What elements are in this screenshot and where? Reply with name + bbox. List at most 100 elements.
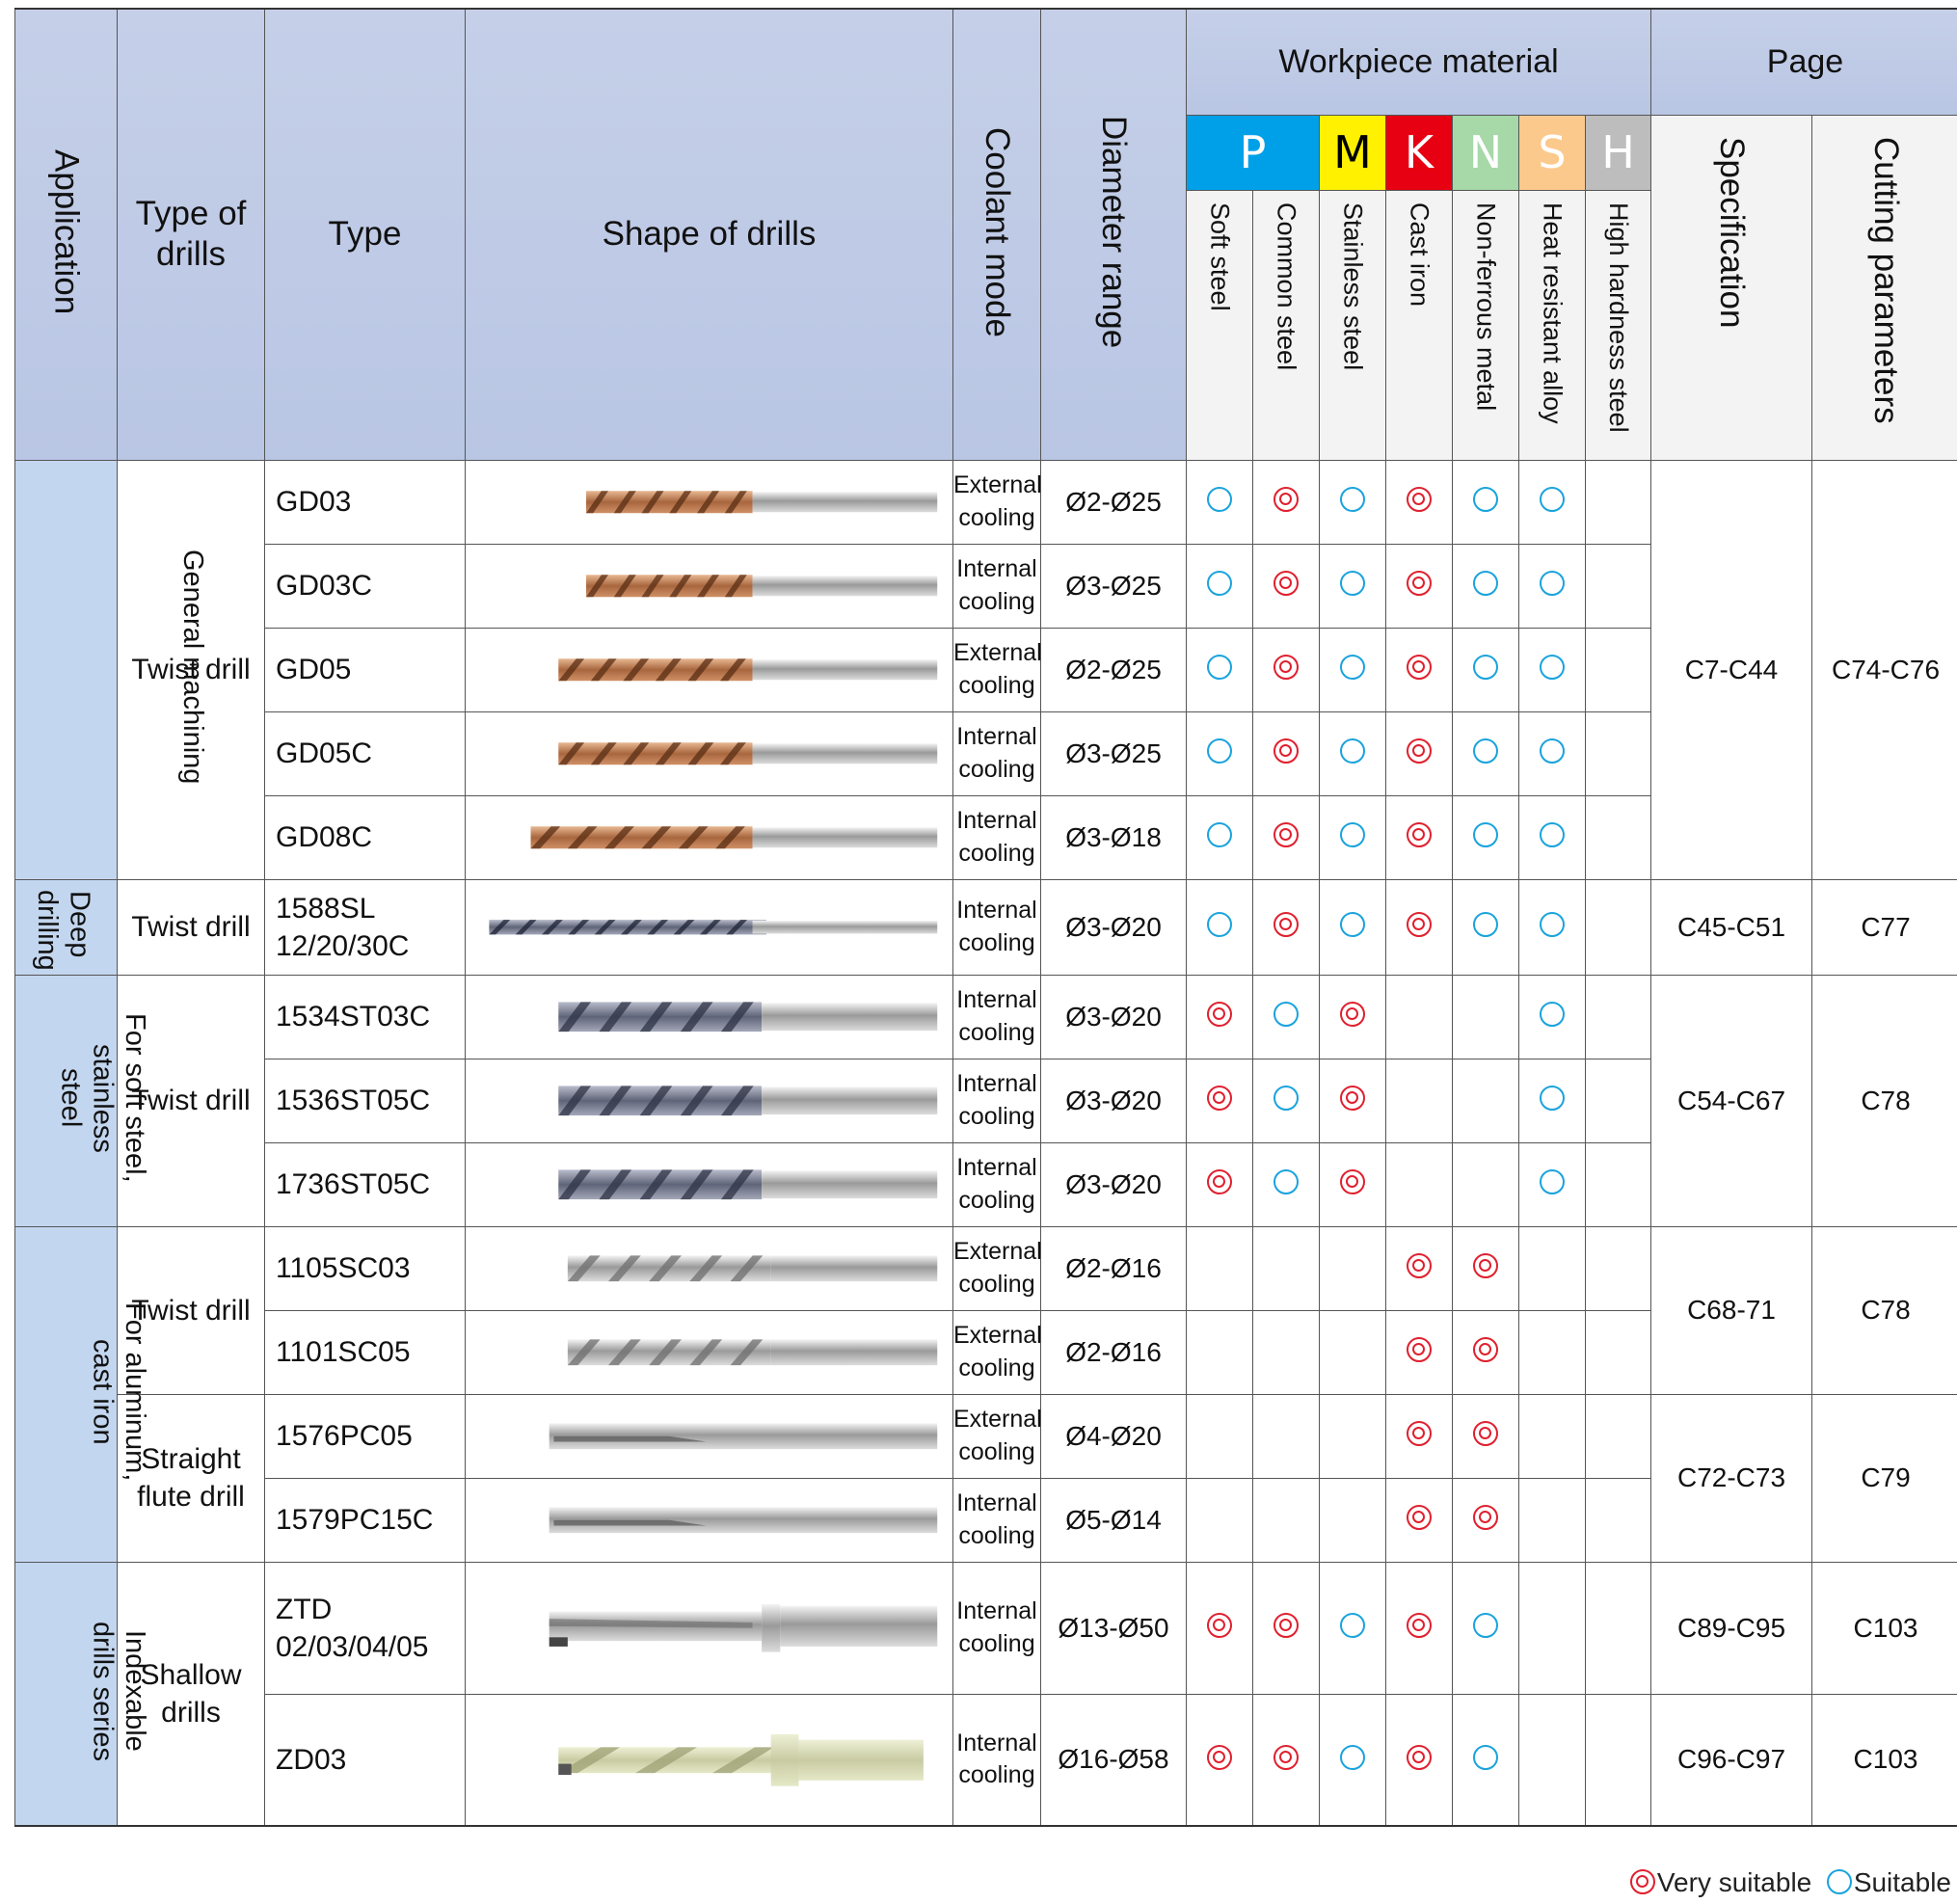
cutting-parameters-page[interactable]: C103: [1811, 1561, 1957, 1695]
drill-type-label: 1536ST05C: [276, 1085, 431, 1116]
drill-type[interactable]: GD03C: [264, 543, 466, 629]
suitability-cell: [1252, 1058, 1320, 1143]
coolant-line-1: Internal: [956, 806, 1037, 834]
suitability-cell: [1385, 878, 1453, 976]
suitability-cell: [1186, 1477, 1253, 1563]
drill-type[interactable]: 1101SC05: [264, 1309, 466, 1395]
suitability-cell: [1319, 1309, 1386, 1395]
suitability-cell: [1319, 974, 1386, 1059]
suitable-icon: [1473, 1744, 1498, 1770]
coolant-line-1: Internal: [956, 1488, 1037, 1516]
cutting-parameters-page[interactable]: C74-C76: [1811, 459, 1957, 880]
specification-page[interactable]: C7-C44: [1650, 459, 1812, 880]
suitability-cell: [1186, 711, 1253, 796]
header-type: Type: [264, 8, 466, 461]
diameter-range: Ø4-Ø20: [1040, 1393, 1187, 1479]
specification-page[interactable]: C89-C95: [1650, 1561, 1812, 1695]
drill-type[interactable]: GD05: [264, 627, 466, 712]
suitability-cell: [1319, 711, 1386, 796]
specification-page[interactable]: C54-C67: [1650, 974, 1812, 1227]
suitability-cell: [1385, 1058, 1453, 1143]
suitability-cell: [1186, 1225, 1253, 1311]
material-soft-steel: Soft steel: [1186, 189, 1253, 461]
coolant-line-2: cooling: [958, 1437, 1035, 1465]
very-suitable-icon: [1207, 1744, 1232, 1770]
coolant-line-2: cooling: [958, 928, 1035, 956]
drill-selection-table: Application Type of drills Type Shape of…: [14, 8, 1957, 1827]
suitability-cell: [1452, 974, 1519, 1059]
suitability-cell: [1452, 794, 1519, 880]
drill-type[interactable]: 1534ST03C: [264, 974, 466, 1059]
suitability-cell: [1385, 1309, 1453, 1395]
drill-shape-image: [465, 1225, 953, 1311]
cutting-parameters-page[interactable]: C78: [1811, 1225, 1957, 1395]
drill-type[interactable]: GD03: [264, 459, 466, 545]
application-label: For soft steel, stainless steel: [55, 1013, 150, 1183]
drill-type[interactable]: GD05C: [264, 711, 466, 796]
suitable-icon: [1207, 738, 1232, 764]
suitable-icon: [1540, 487, 1565, 512]
material-badge-m: M: [1319, 114, 1386, 191]
diameter-range: Ø2-Ø16: [1040, 1309, 1187, 1395]
coolant-mode: External cooling: [952, 1225, 1042, 1311]
drill-shape-image: [465, 1141, 953, 1227]
very-suitable-icon: [1407, 1253, 1432, 1278]
specification-page[interactable]: C96-C97: [1650, 1693, 1812, 1827]
drill-type[interactable]: 1105SC03: [264, 1225, 466, 1311]
suitability-cell: [1186, 1141, 1253, 1227]
drill-type[interactable]: 1588SL 12/20/30C: [264, 878, 466, 976]
suitable-icon: [1207, 655, 1232, 680]
suitability-cell: [1319, 1693, 1386, 1827]
specification-page[interactable]: C72-C73: [1650, 1393, 1812, 1563]
very-suitable-icon: [1273, 655, 1299, 680]
drill-shape-image: [465, 1561, 953, 1695]
suitability-cell: [1385, 711, 1453, 796]
drill-type-label: 1736ST05C: [276, 1168, 431, 1200]
drill-type[interactable]: 1736ST05C: [264, 1141, 466, 1227]
very-suitable-icon: [1273, 822, 1299, 847]
suitability-cell: [1585, 711, 1651, 796]
specification-page[interactable]: C68-71: [1650, 1225, 1812, 1395]
drill-type-label: 1534ST03C: [276, 1001, 431, 1032]
suitable-icon: [1540, 912, 1565, 937]
suitability-cell: [1186, 1561, 1253, 1695]
suitability-cell: [1585, 1393, 1651, 1479]
drill-type-label: GD05C: [276, 737, 373, 769]
drill-type[interactable]: ZTD 02/03/04/05: [264, 1561, 466, 1695]
very-suitable-icon: [1407, 487, 1432, 512]
suitability-cell: [1452, 1141, 1519, 1227]
diameter-range: Ø3-Ø20: [1040, 1058, 1187, 1143]
coolant-line-2: cooling: [958, 1354, 1035, 1381]
header-page: Page: [1650, 8, 1957, 116]
suitability-cell: [1319, 794, 1386, 880]
cutting-parameters-page[interactable]: C77: [1811, 878, 1957, 976]
material-non-ferrous-metal: Non-ferrous metal: [1452, 189, 1519, 461]
diameter-range: Ø3-Ø20: [1040, 1141, 1187, 1227]
drill-type[interactable]: 1579PC15C: [264, 1477, 466, 1563]
drill-type-label: 1579PC15C: [276, 1504, 434, 1536]
suitability-cell: [1452, 459, 1519, 545]
application-label: Deep drilling: [32, 890, 95, 971]
suitability-cell: [1518, 1693, 1586, 1827]
very-suitable-icon: [1273, 912, 1299, 937]
cutting-parameters-page[interactable]: C103: [1811, 1693, 1957, 1827]
suitability-cell: [1585, 974, 1651, 1059]
suitability-cell: [1518, 711, 1586, 796]
drill-type[interactable]: 1536ST05C: [264, 1058, 466, 1143]
very-suitable-icon: [1629, 1869, 1655, 1894]
suitability-cell: [1319, 1561, 1386, 1695]
specification-page[interactable]: C45-C51: [1650, 878, 1812, 976]
drill-type[interactable]: ZD03: [264, 1693, 466, 1827]
drill-type[interactable]: GD08C: [264, 794, 466, 880]
cutting-parameters-page[interactable]: C79: [1811, 1393, 1957, 1563]
table-row: For soft steel, stainless steel Twist dri…: [14, 974, 1957, 1227]
table-row: GD08C Internal cooling Ø3-Ø18: [15, 794, 1957, 880]
suitable-icon: [1826, 1869, 1852, 1894]
drill-type[interactable]: 1576PC05: [264, 1393, 466, 1479]
cutting-parameters-page[interactable]: C78: [1811, 974, 1957, 1227]
suitability-cell: [1585, 1693, 1651, 1827]
suitability-cell: [1319, 1225, 1386, 1311]
diameter-range: Ø16-Ø58: [1040, 1693, 1187, 1827]
drill-shape-image: [465, 711, 953, 796]
suitable-icon: [1340, 1744, 1365, 1770]
